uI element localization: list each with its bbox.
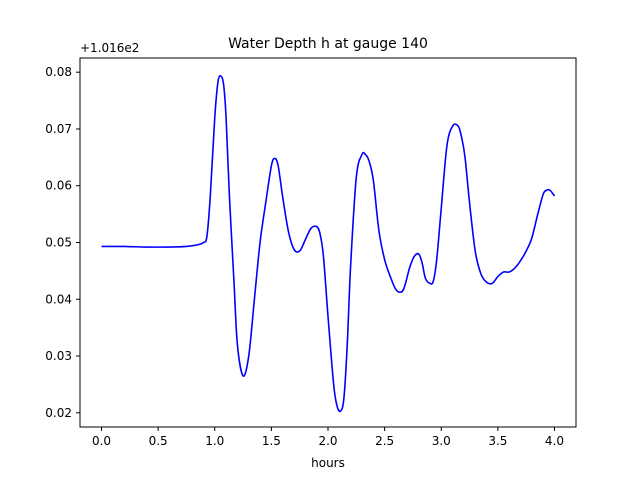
y-tick-label: 0.06 xyxy=(45,179,72,193)
x-tick-label: 0.5 xyxy=(149,434,168,448)
x-tick-label: 3.0 xyxy=(432,434,451,448)
y-tick-label: 0.02 xyxy=(45,406,72,420)
chart-title: Water Depth h at gauge 140 xyxy=(228,36,428,52)
x-tick-label: 3.5 xyxy=(488,434,507,448)
x-tick-label: 4.0 xyxy=(545,434,564,448)
y-tick-label: 0.03 xyxy=(45,349,72,363)
x-axis-label: hours xyxy=(311,456,345,470)
x-tick-label: 2.0 xyxy=(318,434,337,448)
x-tick-label: 0.0 xyxy=(92,434,111,448)
y-tick-label: 0.07 xyxy=(45,122,72,136)
x-tick-label: 2.5 xyxy=(375,434,394,448)
y-tick-label: 0.08 xyxy=(45,65,72,79)
x-axis: 0.0 0.5 1.0 1.5 2.0 2.5 3.0 3.5 4.0 xyxy=(92,427,564,448)
y-axis: 0.02 0.03 0.04 0.05 0.06 0.07 0.08 xyxy=(45,65,80,420)
y-tick-label: 0.04 xyxy=(45,292,72,306)
y-offset-label: +1.016e2 xyxy=(80,41,139,55)
water-depth-series-line xyxy=(101,74,556,413)
plot-layer xyxy=(101,74,556,413)
x-tick-label: 1.0 xyxy=(205,434,224,448)
x-tick-label: 1.5 xyxy=(262,434,281,448)
y-tick-label: 0.05 xyxy=(45,236,72,250)
